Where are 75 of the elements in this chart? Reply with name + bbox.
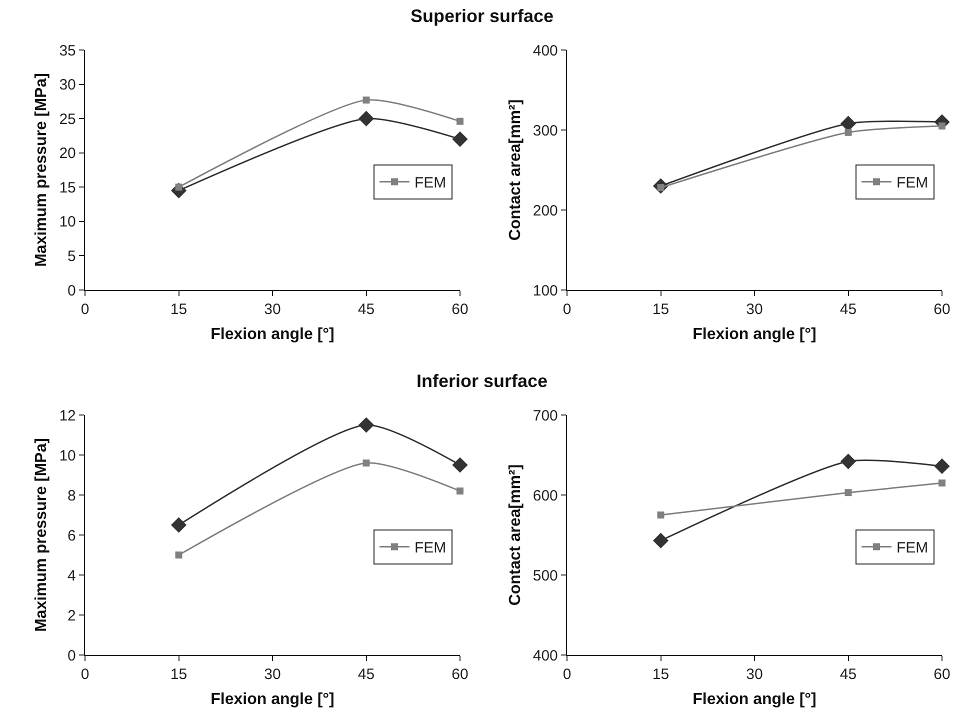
y-tick-label: 30 (59, 76, 76, 94)
y-tick-label: 400 (532, 42, 558, 60)
y-tick-label: 25 (59, 110, 76, 128)
x-tick-label: 30 (746, 666, 763, 684)
y-tick-label: 600 (532, 487, 558, 504)
x-tick-label: 0 (80, 666, 90, 684)
point (175, 552, 182, 558)
y-tick-label: 8 (68, 487, 76, 504)
y-tick-label: 12 (59, 407, 76, 424)
x-tick-label: 15 (170, 301, 188, 318)
x-tick-label: 30 (264, 666, 281, 684)
point (362, 460, 370, 466)
point (358, 110, 374, 126)
x-tick-label: 0 (562, 301, 572, 318)
y-axis-title: Contact area[mm²] (506, 99, 524, 241)
point (452, 131, 468, 147)
x-tick-label: 45 (840, 666, 857, 684)
y-tick-label: 10 (59, 214, 76, 231)
x-tick-label: 45 (358, 301, 375, 318)
x-tick-label: 15 (170, 666, 188, 684)
legend-label: FEM (896, 540, 928, 557)
y-axis-title: Maximum pressure [MPa] (33, 73, 50, 267)
legend-label: FEM (414, 540, 446, 557)
y-tick-label: 2 (68, 607, 76, 624)
y-tick-label: 200 (532, 202, 558, 220)
point (452, 457, 468, 473)
point (362, 96, 370, 104)
x-tick-label: 15 (652, 301, 670, 318)
x-tick-label: 60 (452, 666, 468, 684)
y-tick-label: 4 (68, 567, 76, 584)
x-tick-label: 0 (562, 666, 572, 684)
x-tick-label: 30 (746, 301, 763, 318)
y-tick-label: 300 (532, 122, 558, 140)
y-tick-label: 0 (68, 282, 76, 300)
x-tick-label: 45 (358, 666, 375, 684)
y-tick-label: 20 (59, 145, 76, 162)
point (456, 488, 464, 494)
x-axis-title: Flexion angle [°] (210, 690, 334, 708)
point (938, 480, 946, 486)
y-tick-label: 400 (532, 647, 558, 664)
legend-label: FEM (896, 174, 928, 192)
point (938, 122, 946, 130)
x-tick-label: 30 (264, 301, 281, 318)
point (652, 532, 669, 548)
y-tick-label: 10 (59, 447, 76, 464)
point (840, 454, 856, 470)
point (657, 512, 664, 518)
x-tick-label: 15 (652, 666, 670, 684)
x-tick-label: 45 (840, 301, 857, 318)
y-axis-title: Maximum pressure [MPa] (33, 438, 50, 632)
point (844, 128, 852, 136)
chart-title: Inferior surface (415, 371, 549, 392)
x-tick-label: 60 (452, 301, 468, 318)
y-tick-label: 500 (532, 567, 558, 584)
point (844, 489, 852, 496)
point (934, 458, 950, 474)
x-axis-title: Flexion angle [°] (692, 690, 816, 708)
y-axis-title: Contact area[mm²] (506, 464, 524, 606)
point (170, 517, 187, 533)
x-tick-label: 60 (934, 301, 950, 318)
y-tick-label: 35 (59, 42, 76, 60)
chart-title: Superior surface (409, 6, 555, 27)
x-tick-label: 0 (80, 301, 90, 318)
legend-label: FEM (414, 174, 446, 192)
point (456, 118, 464, 125)
y-tick-label: 5 (68, 248, 76, 265)
x-axis-title: Flexion angle [°] (692, 326, 816, 343)
y-tick-label: 15 (59, 179, 76, 196)
point (358, 417, 374, 433)
y-tick-label: 100 (532, 282, 558, 300)
y-tick-label: 6 (68, 527, 76, 544)
y-tick-label: 700 (532, 407, 558, 424)
x-axis-title: Flexion angle [°] (210, 326, 334, 343)
y-tick-label: 0 (68, 647, 76, 664)
x-tick-label: 60 (934, 666, 950, 684)
